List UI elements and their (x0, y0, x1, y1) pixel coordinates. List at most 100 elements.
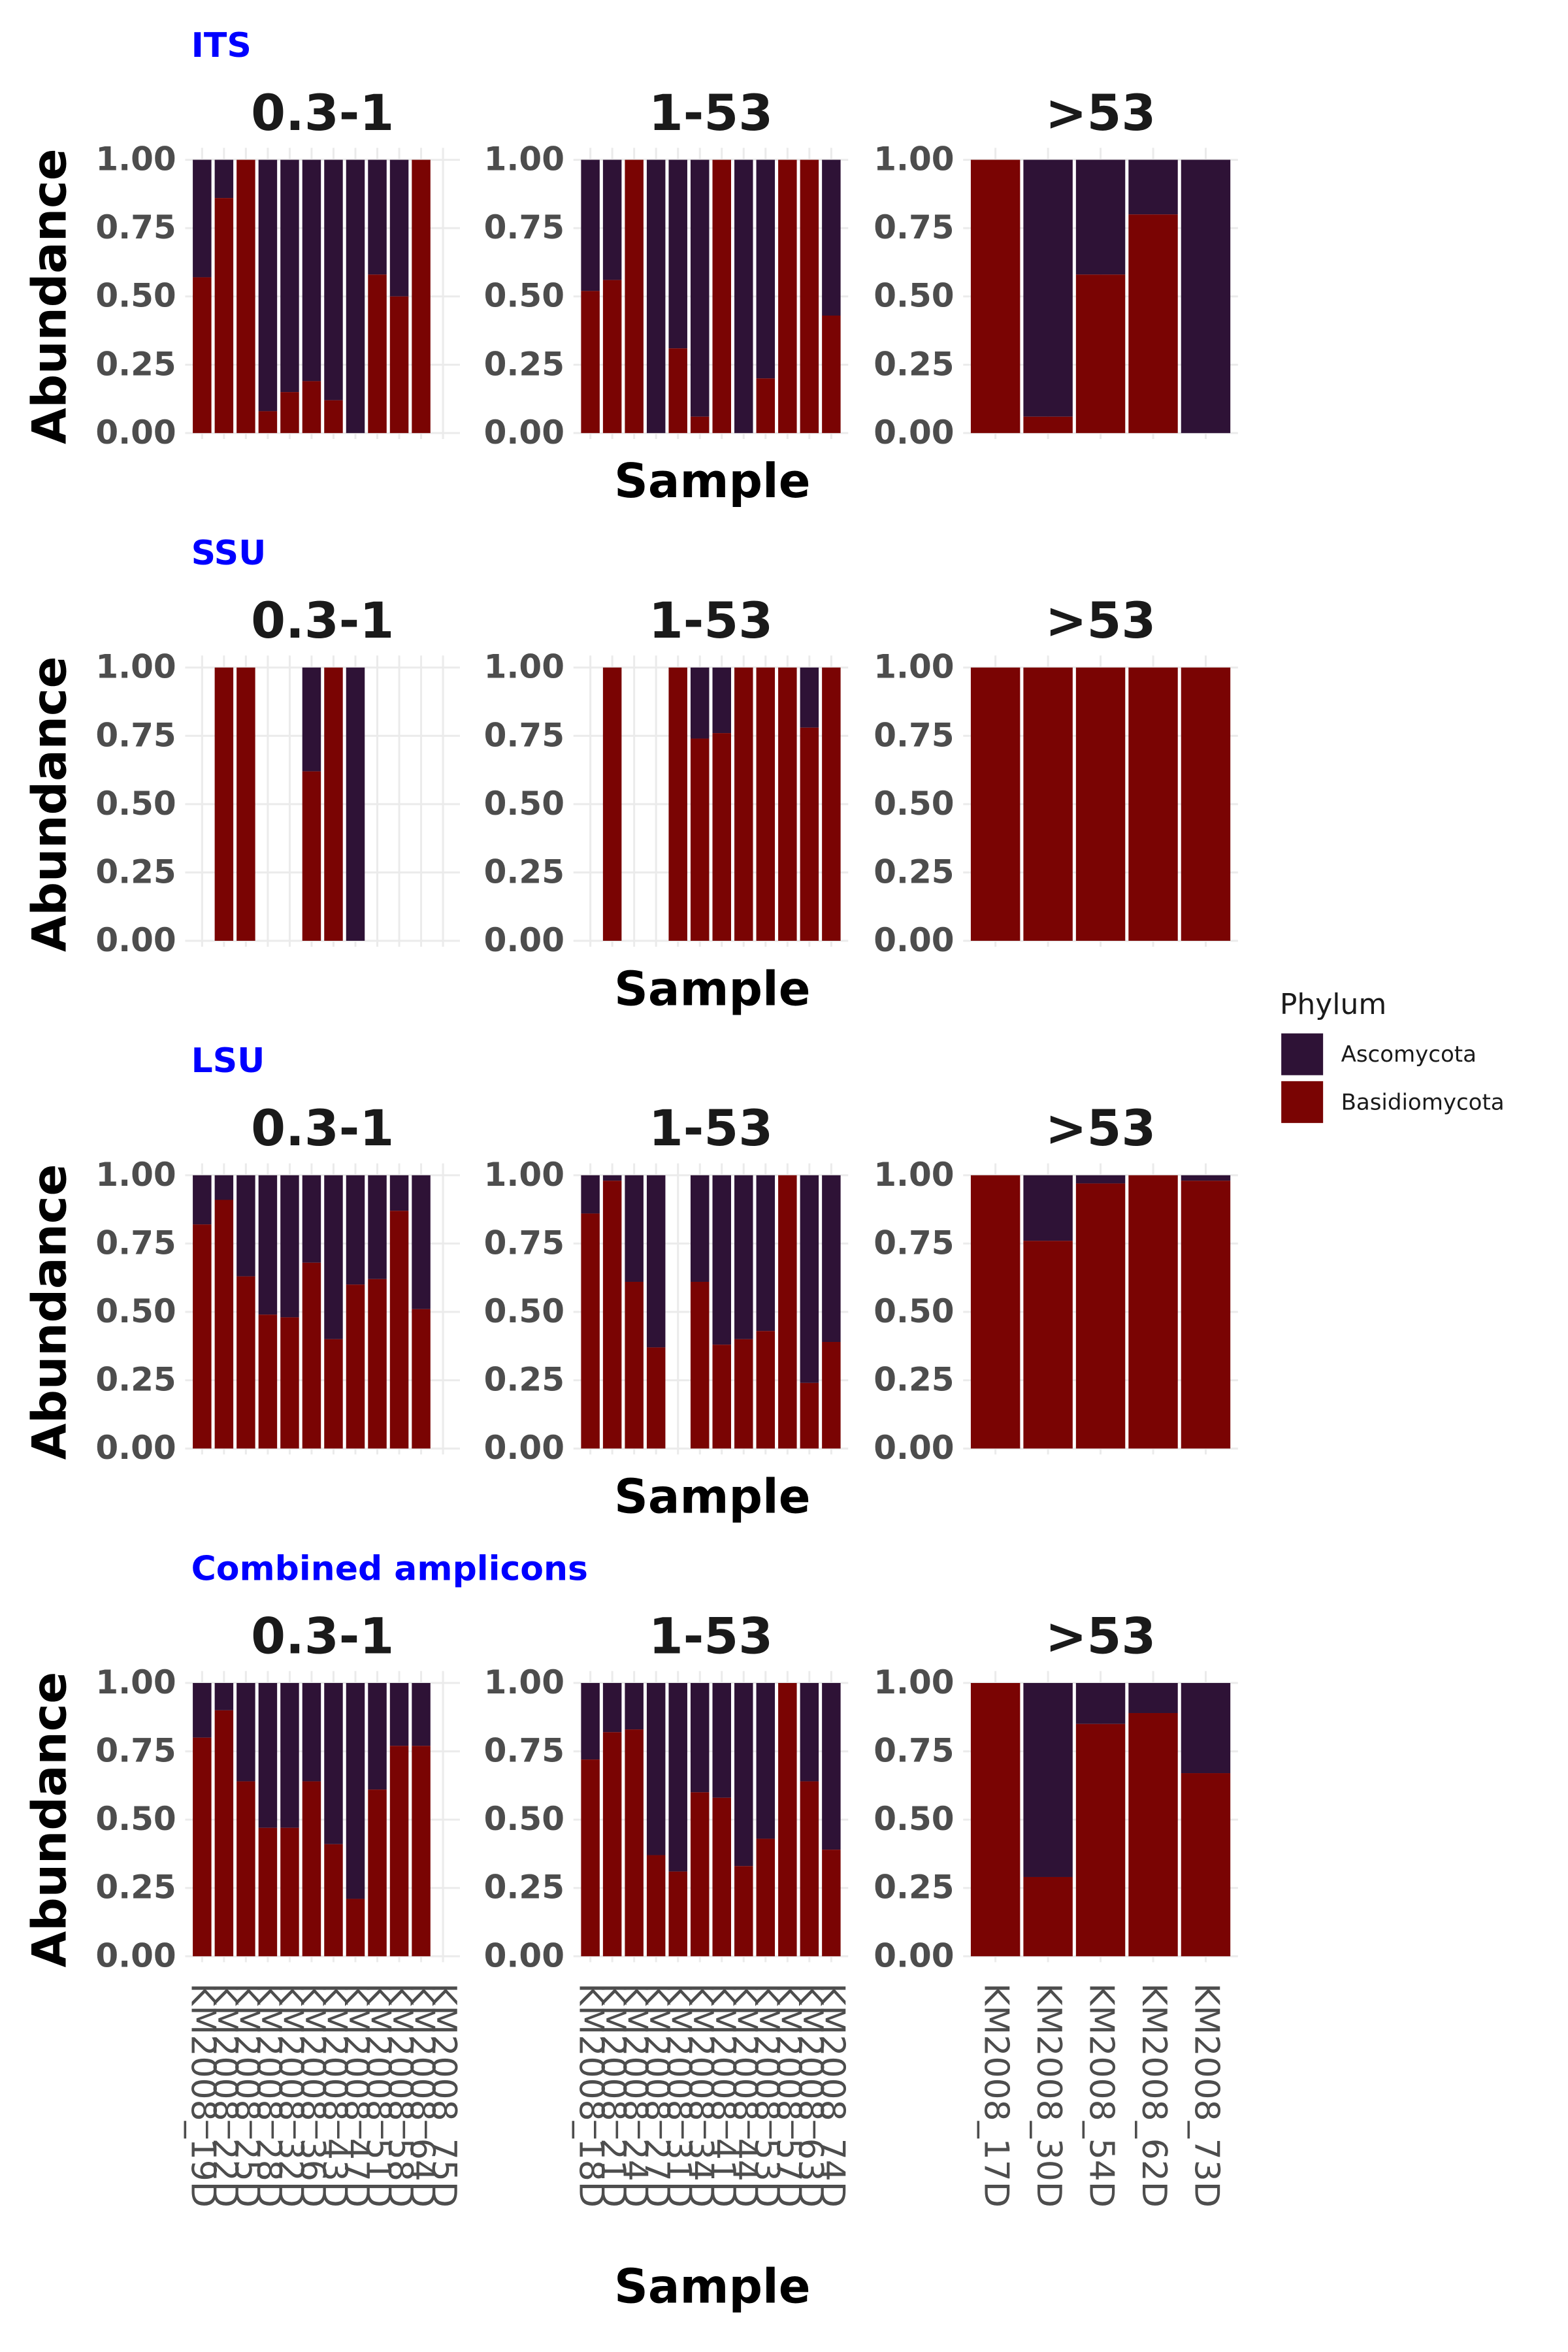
y-tick-label: 0.25 (95, 1361, 176, 1399)
bar-ascomycota (324, 1683, 343, 1844)
bar-ascomycota (800, 1175, 819, 1383)
facet-strip-label: 0.3-1 (251, 1099, 394, 1157)
bar-basidiomycota (970, 1175, 1021, 1449)
bar-basidiomycota (237, 1276, 255, 1449)
x-tick-label: KM2008_47D (336, 1983, 376, 2208)
bar-ascomycota (690, 1683, 710, 1793)
bar-ascomycota (389, 159, 409, 297)
bar-basidiomycota (778, 667, 797, 941)
bar-basidiomycota (712, 1345, 732, 1449)
y-tick-label: 0.00 (484, 1429, 564, 1467)
y-tick-label: 0.00 (95, 1936, 176, 1974)
facet-strip-label: 0.3-1 (251, 591, 394, 649)
y-tick-label: 0.75 (484, 1224, 564, 1262)
bar-basidiomycota (258, 1315, 278, 1449)
bar-basidiomycota (1075, 1183, 1126, 1449)
bar-basidiomycota (690, 416, 710, 433)
bar-basidiomycota (1075, 667, 1126, 941)
bar-ascomycota (646, 1683, 666, 1855)
bar-ascomycota (193, 1683, 212, 1738)
bar-basidiomycota (970, 667, 1021, 941)
bar-ascomycota (1075, 1175, 1126, 1184)
bar-basidiomycota (690, 1792, 710, 1957)
facet-strip-label: >53 (1045, 84, 1156, 142)
bar-basidiomycota (368, 1789, 387, 1957)
bar-ascomycota (1023, 1683, 1073, 1877)
bar-basidiomycota (756, 378, 776, 433)
y-tick-label: 0.25 (874, 1361, 954, 1399)
y-tick-label: 0.75 (484, 716, 564, 754)
bar-basidiomycota (970, 1683, 1021, 1957)
y-tick-label: 0.50 (874, 277, 954, 315)
bar-ascomycota (625, 1175, 644, 1282)
bar-basidiomycota (324, 1844, 343, 1957)
facet-strip-label: 1-53 (649, 84, 773, 142)
x-tick-label: KM2008_34D (681, 1983, 720, 2208)
x-tick-label: KM2008_18D (572, 1983, 611, 2208)
y-tick-label: 0.25 (484, 1361, 564, 1399)
bar-basidiomycota (214, 198, 234, 433)
facet-strip-label: 0.3-1 (251, 84, 394, 142)
bar-basidiomycota (280, 1317, 299, 1449)
y-tick-label: 1.00 (484, 140, 564, 178)
x-tick-label: KM2008_75D (424, 1983, 463, 2208)
bar-ascomycota (1023, 159, 1073, 417)
bar-basidiomycota (302, 381, 321, 433)
bar-ascomycota (1181, 1683, 1231, 1774)
bar-basidiomycota (756, 667, 776, 941)
x-tick-label: KM2008_73D (1186, 1983, 1226, 2208)
bar-basidiomycota (712, 733, 732, 941)
bar-ascomycota (346, 667, 365, 941)
bar-basidiomycota (302, 1262, 321, 1449)
bar-ascomycota (646, 1175, 666, 1348)
y-tick-label: 0.75 (874, 1224, 954, 1262)
bar-ascomycota (368, 159, 387, 275)
bar-basidiomycota (1128, 1175, 1178, 1449)
bar-basidiomycota (412, 1309, 431, 1449)
y-tick-label: 0.50 (874, 785, 954, 823)
bar-basidiomycota (734, 667, 753, 941)
bar-ascomycota (346, 1683, 365, 1899)
bar-basidiomycota (346, 1284, 365, 1449)
bar-ascomycota (389, 1683, 409, 1746)
y-tick-label: 1.00 (484, 648, 564, 686)
bar-basidiomycota (756, 1331, 776, 1449)
y-tick-label: 0.50 (874, 1800, 954, 1838)
bar-basidiomycota (193, 277, 212, 433)
bar-basidiomycota (1181, 1773, 1231, 1957)
facet-strip-label: >53 (1045, 591, 1156, 649)
bar-ascomycota (258, 1175, 278, 1315)
bar-basidiomycota (690, 1281, 710, 1449)
y-tick-label: 0.00 (484, 1936, 564, 1974)
facet-strip-label: >53 (1045, 1099, 1156, 1157)
bar-ascomycota (712, 1175, 732, 1345)
bar-ascomycota (602, 159, 622, 280)
bar-ascomycota (690, 667, 710, 739)
bar-ascomycota (214, 159, 234, 199)
bar-ascomycota (368, 1683, 387, 1790)
bar-basidiomycota (800, 1382, 819, 1449)
bar-basidiomycota (1128, 214, 1178, 433)
bar-ascomycota (602, 1683, 622, 1733)
bar-basidiomycota (822, 1850, 841, 1957)
y-tick-label: 0.25 (874, 345, 954, 383)
bar-ascomycota (690, 159, 710, 417)
bar-ascomycota (302, 159, 321, 382)
legend-label: Ascomycota (1341, 1041, 1477, 1068)
x-tick-label: KM2008_32D (270, 1983, 310, 2208)
bar-ascomycota (756, 1175, 776, 1331)
bar-basidiomycota (1128, 667, 1178, 941)
bar-ascomycota (412, 1175, 431, 1309)
bar-basidiomycota (734, 1339, 753, 1449)
bar-basidiomycota (822, 667, 841, 941)
facet-strip-label: 1-53 (649, 591, 773, 649)
x-tick-label: KM2008_58D (380, 1983, 419, 2208)
bar-basidiomycota (602, 1732, 622, 1957)
bar-ascomycota (1128, 159, 1178, 215)
bar-basidiomycota (734, 1866, 753, 1957)
x-tick-label: KM2008_30D (1029, 1983, 1068, 2208)
y-tick-label: 0.25 (874, 853, 954, 890)
bar-ascomycota (237, 1175, 255, 1277)
bar-ascomycota (1128, 1683, 1178, 1714)
x-tick-label: KM2008_57D (768, 1983, 808, 2208)
